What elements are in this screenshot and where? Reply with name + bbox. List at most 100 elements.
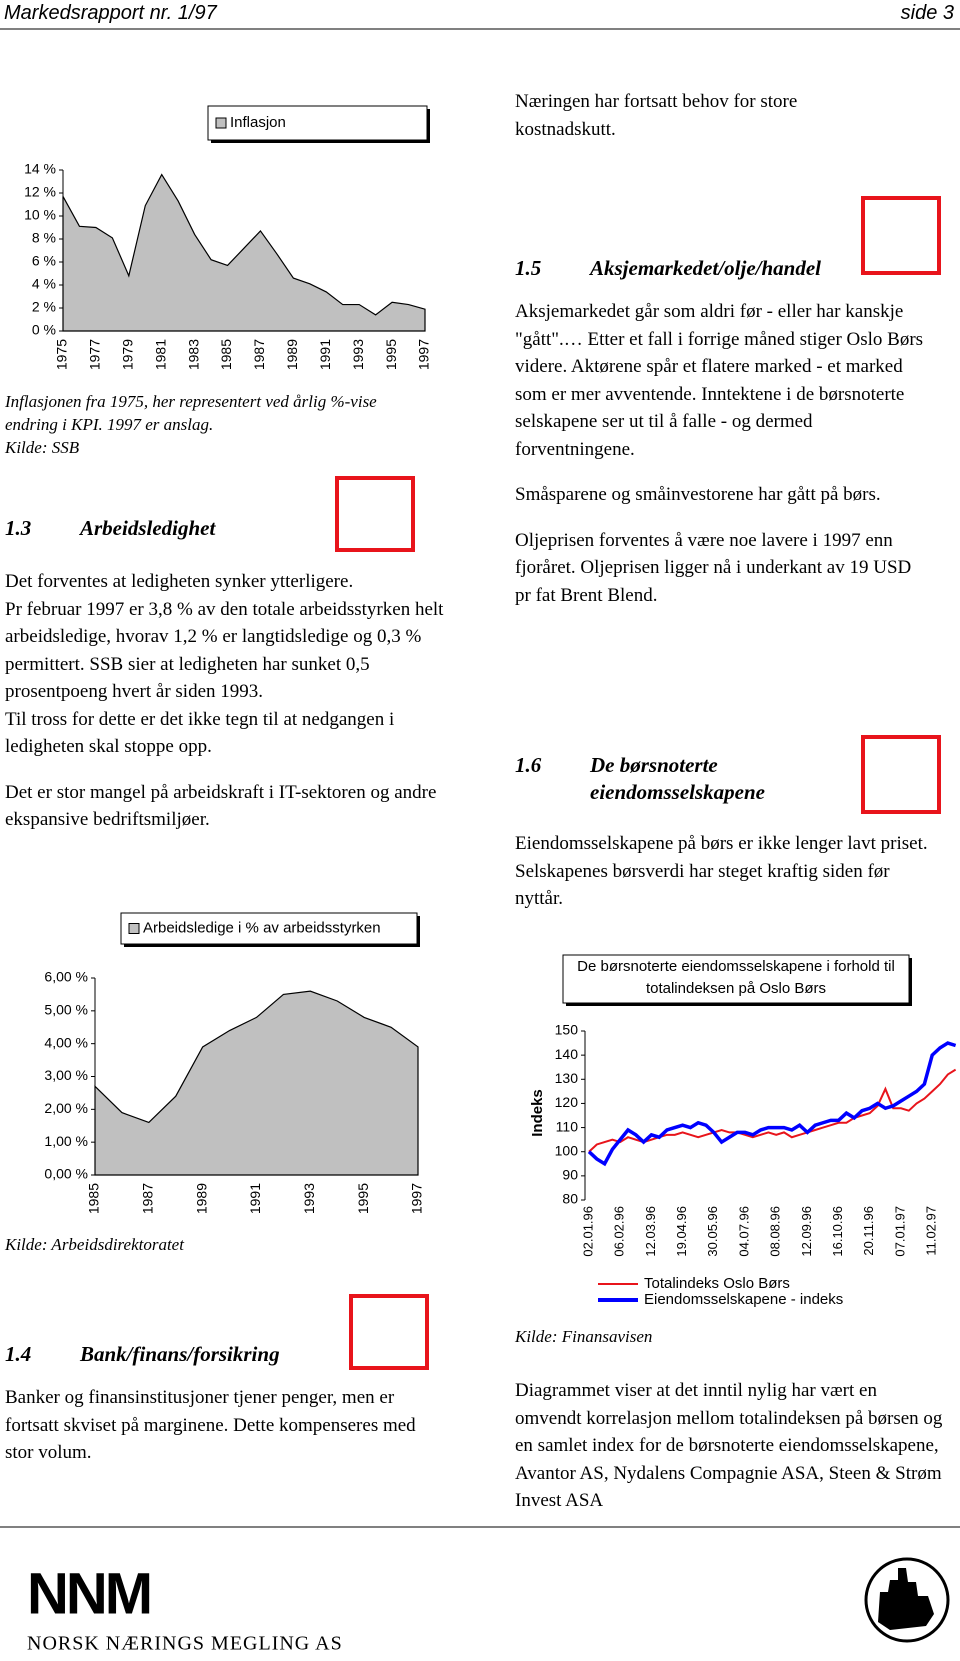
x-tick-label: 1997 [416,339,432,370]
x-tick-label: 02.01.96 [580,1206,595,1257]
x-tick-label: 06.02.96 [612,1206,627,1257]
chart-title: De børsnoterte eiendomsselskapene i forh… [577,958,895,997]
x-tick-label: 1981 [152,339,168,370]
area [62,173,426,332]
x-tick-label: 11.02.97 [924,1206,939,1256]
x-tick-label: 12.03.96 [643,1206,658,1257]
y-tick-label: 4 % [32,276,56,292]
line [587,1041,957,1167]
y-tick-label: 110 [556,1118,579,1134]
y-tick-label: 80 [562,1191,578,1207]
legend-box [207,105,428,141]
section-title: Bank/finans/forsikring [80,1342,280,1366]
caption-text: Inflasjonen fra 1975, her representert v… [5,392,377,434]
x-tick-label: 1993 [350,339,366,370]
section-number: 1.3 [5,516,32,540]
x-tick-label: 08.08.96 [768,1206,783,1257]
logo-icon [864,1557,950,1643]
x-tick-label: 1993 [301,1183,317,1214]
y-tick-label: 5,00 % [44,1002,88,1018]
line [588,1068,957,1153]
header-right: side 3 [900,2,954,24]
header-left: Markedsrapport nr. 1/97 [4,2,217,24]
x-tick-label: 07.01.97 [892,1206,907,1257]
x-tick-label: 16.10.96 [830,1206,845,1257]
source: Kilde: Finansavisen [515,1327,653,1346]
y-tick-label: 120 [555,1094,579,1110]
section-number: 1.5 [515,256,542,280]
y-tick-label: 130 [555,1070,579,1086]
paragraph: Det er stor mangel på arbeidskraft i IT-… [5,781,437,831]
marker-box [335,476,415,552]
section: 1.6 De børsnoterte eiendomsselskapene Eie… [515,752,945,913]
x-tick-label: 20.11.96 [861,1206,876,1256]
y-tick-label: 90 [562,1167,578,1183]
y-tick-label: 1,00 % [44,1133,88,1149]
source: Kilde: Arbeidsdirektoratet [5,1235,184,1254]
y-tick-label: 150 [555,1022,579,1038]
x-tick-label: 1987 [251,339,267,370]
x-tick-label: 1979 [120,339,136,370]
marker-box [861,735,941,814]
y-tick-label: 8 % [32,230,56,246]
section: 1.4 Bank/finans/forsikring Banker og fina… [5,1341,445,1467]
logo-initials: NNM [27,1561,150,1626]
x-tick-label: 19.04.96 [674,1206,689,1257]
y-tick-label: 3,00 % [44,1067,88,1083]
section-heading: 1.3 Arbeidsledighet [5,515,445,542]
x-tick-label: 30.05.96 [705,1206,720,1257]
y-tick-label: 100 [555,1142,579,1158]
legend-box [120,912,418,945]
legend-swatch [215,117,227,129]
caption: Inflasjonen fra 1975, her representert v… [5,390,405,459]
section: 1.5 Aksjemarkedet/olje/handel Aksjemarked… [515,255,945,609]
section-heading: 1.4 Bank/finans/forsikring [5,1341,445,1368]
section-title: Aksjemarkedet/olje/handel [590,256,821,280]
legend-label: Totalindeks Oslo Børs [644,1275,790,1292]
area [94,990,419,1176]
legend-label: Arbeidsledige i % av arbeidsstyrken [143,919,381,936]
y-tick-label: 2,00 % [44,1100,88,1116]
section-heading: 1.6 De børsnoterte eiendomsselskapene [515,752,815,806]
x-tick-label: 1995 [383,339,399,370]
marker-box [861,196,941,275]
paragraph: Til tross for dette er det ikke tegn til… [5,708,395,758]
y-tick-label: 2 % [32,299,56,315]
x-tick-label: 1983 [185,339,201,370]
y-tick-label: 0,00 % [44,1166,88,1182]
title-box [562,954,910,1004]
x-tick-label: 1989 [284,339,300,370]
y-tick-label: 14 % [24,161,56,177]
section-title: De børsnoterte eiendomsselskapene [590,753,765,804]
chart-title-wrap: De børsnoterte eiendomsselskapene i forh… [577,958,895,997]
y-tick-label: 140 [555,1046,579,1062]
legend-label: Inflasjon [230,114,286,131]
y-tick-label: 4,00 % [44,1034,88,1050]
y-tick-label: 12 % [24,184,56,200]
x-tick-label: 1997 [409,1183,425,1214]
section-title: Arbeidsledighet [80,516,216,540]
section-number: 1.4 [5,1342,32,1366]
intro-text: Næringen har fortsatt behov for store ko… [515,91,798,140]
paragraph: Banker og finansinstitusjoner tjener pen… [5,1387,416,1463]
section-number: 1.6 [515,753,542,777]
paragraph: Det forventes at ledigheten synker ytter… [5,571,354,592]
legend-swatch [128,923,140,934]
paragraph: Aksjemarkedet går som aldri før - eller … [515,301,924,460]
y-tick-label: 10 % [24,207,56,223]
paragraph: Småsparene og småinvestorene har gått på… [515,484,881,505]
x-tick-label: 1975 [54,339,70,370]
chart-note: Diagrammet viser at det inntil nylig har… [515,1380,943,1511]
x-tick-label: 1977 [87,339,103,370]
marker-box [349,1294,429,1370]
x-tick-label: 1995 [355,1183,371,1214]
x-tick-label: 1987 [140,1183,156,1214]
x-tick-label: 1991 [317,339,333,370]
paragraph: Eiendomsselskapene på børs er ikke lenge… [515,833,928,909]
paragraph: Oljeprisen forventes å være noe lavere i… [515,529,912,606]
x-tick-label: 1989 [193,1183,209,1214]
x-tick-label: 1985 [86,1183,102,1214]
y-tick-label: 0 % [32,322,56,338]
